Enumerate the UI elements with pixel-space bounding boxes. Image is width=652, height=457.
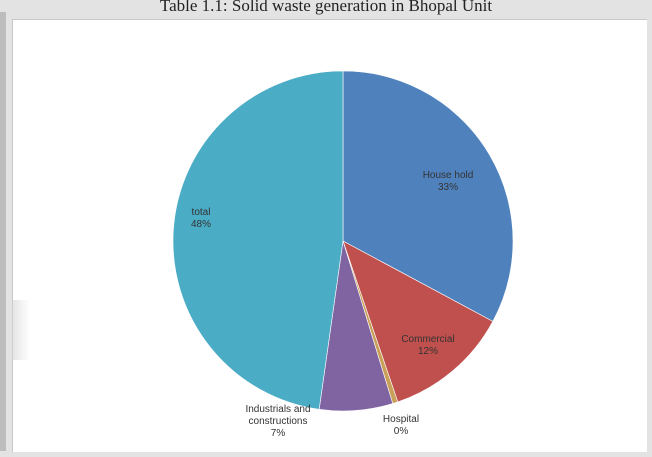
slice-label-industrials-and-constructions: constructions [249,416,308,427]
page-shadow [12,300,30,360]
slice-label-industrials-and-constructions: Industrials and [245,404,310,415]
slice-value-industrials-and-constructions: 7% [271,428,286,439]
slice-value-commercial: 12% [418,346,438,357]
table-caption: Table 1.1: Solid waste generation in Bho… [159,0,493,15]
pie-slice-total [172,70,344,410]
page-edge [0,12,6,451]
chart-panel: House hold 33% Commercial 12% Hospital 0% Indu… [12,19,647,452]
slice-label-commercial: Commercial [401,334,454,345]
slice-label-house-hold: House hold [423,170,474,181]
slice-label-hospital: Hospital [383,414,419,425]
pie-slice-commercial [342,240,494,403]
pie-slice-house-hold [342,70,514,322]
slice-value-house-hold: 33% [438,182,458,193]
slice-value-total: 48% [191,219,211,230]
slice-label-total: total [192,207,211,218]
slice-value-hospital: 0% [394,426,409,437]
